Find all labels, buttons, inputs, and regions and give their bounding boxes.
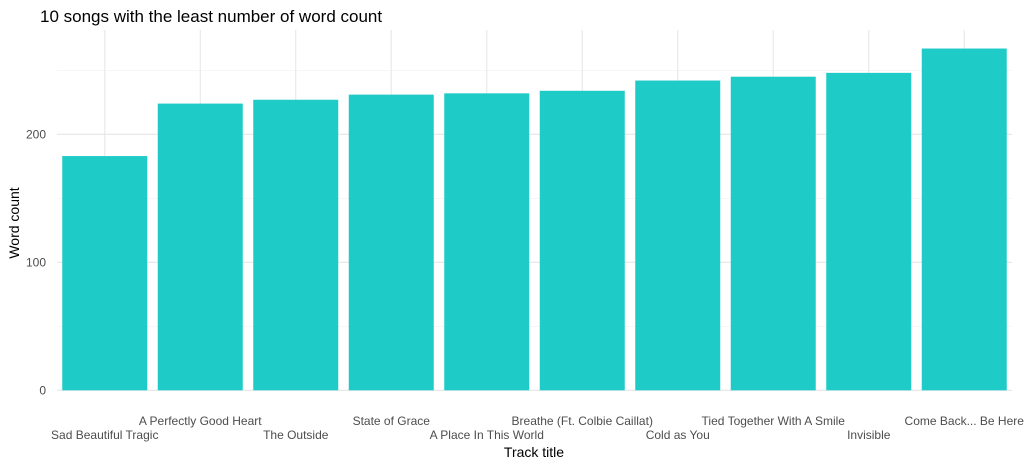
x-tick-label: Come Back... Be Here bbox=[905, 414, 1024, 428]
y-axis-ticks: 0 100 200 bbox=[26, 127, 46, 397]
y-axis-label: Word count bbox=[6, 187, 22, 258]
x-tick-label: Cold as You bbox=[646, 428, 710, 442]
bar bbox=[539, 90, 625, 391]
y-tick-label: 100 bbox=[26, 255, 46, 269]
y-tick-label: 0 bbox=[39, 383, 46, 397]
bar bbox=[444, 93, 530, 391]
bars bbox=[62, 48, 1007, 391]
chart-title: 10 songs with the least number of word c… bbox=[40, 7, 382, 26]
x-tick-label: The Outside bbox=[263, 428, 329, 442]
x-tick-label: Sad Beautiful Tragic bbox=[51, 428, 158, 442]
bar bbox=[157, 103, 243, 391]
x-axis-label: Track title bbox=[504, 444, 564, 460]
bar bbox=[730, 76, 816, 391]
bar bbox=[348, 94, 434, 391]
x-tick-label: A Perfectly Good Heart bbox=[139, 414, 262, 428]
x-tick-label: Breathe (Ft. Colbie Caillat) bbox=[512, 414, 653, 428]
y-tick-label: 200 bbox=[26, 127, 46, 141]
x-tick-label: State of Grace bbox=[353, 414, 431, 428]
bar bbox=[826, 72, 912, 391]
bar bbox=[253, 99, 339, 391]
bar bbox=[62, 156, 148, 391]
bar bbox=[921, 48, 1007, 391]
bar bbox=[635, 80, 721, 391]
x-tick-label: Invisible bbox=[847, 428, 891, 442]
x-tick-label: A Place In This World bbox=[430, 428, 544, 442]
x-tick-label: Tied Together With A Smile bbox=[702, 414, 846, 428]
